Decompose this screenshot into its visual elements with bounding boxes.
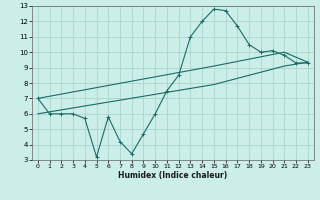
X-axis label: Humidex (Indice chaleur): Humidex (Indice chaleur) bbox=[118, 171, 228, 180]
